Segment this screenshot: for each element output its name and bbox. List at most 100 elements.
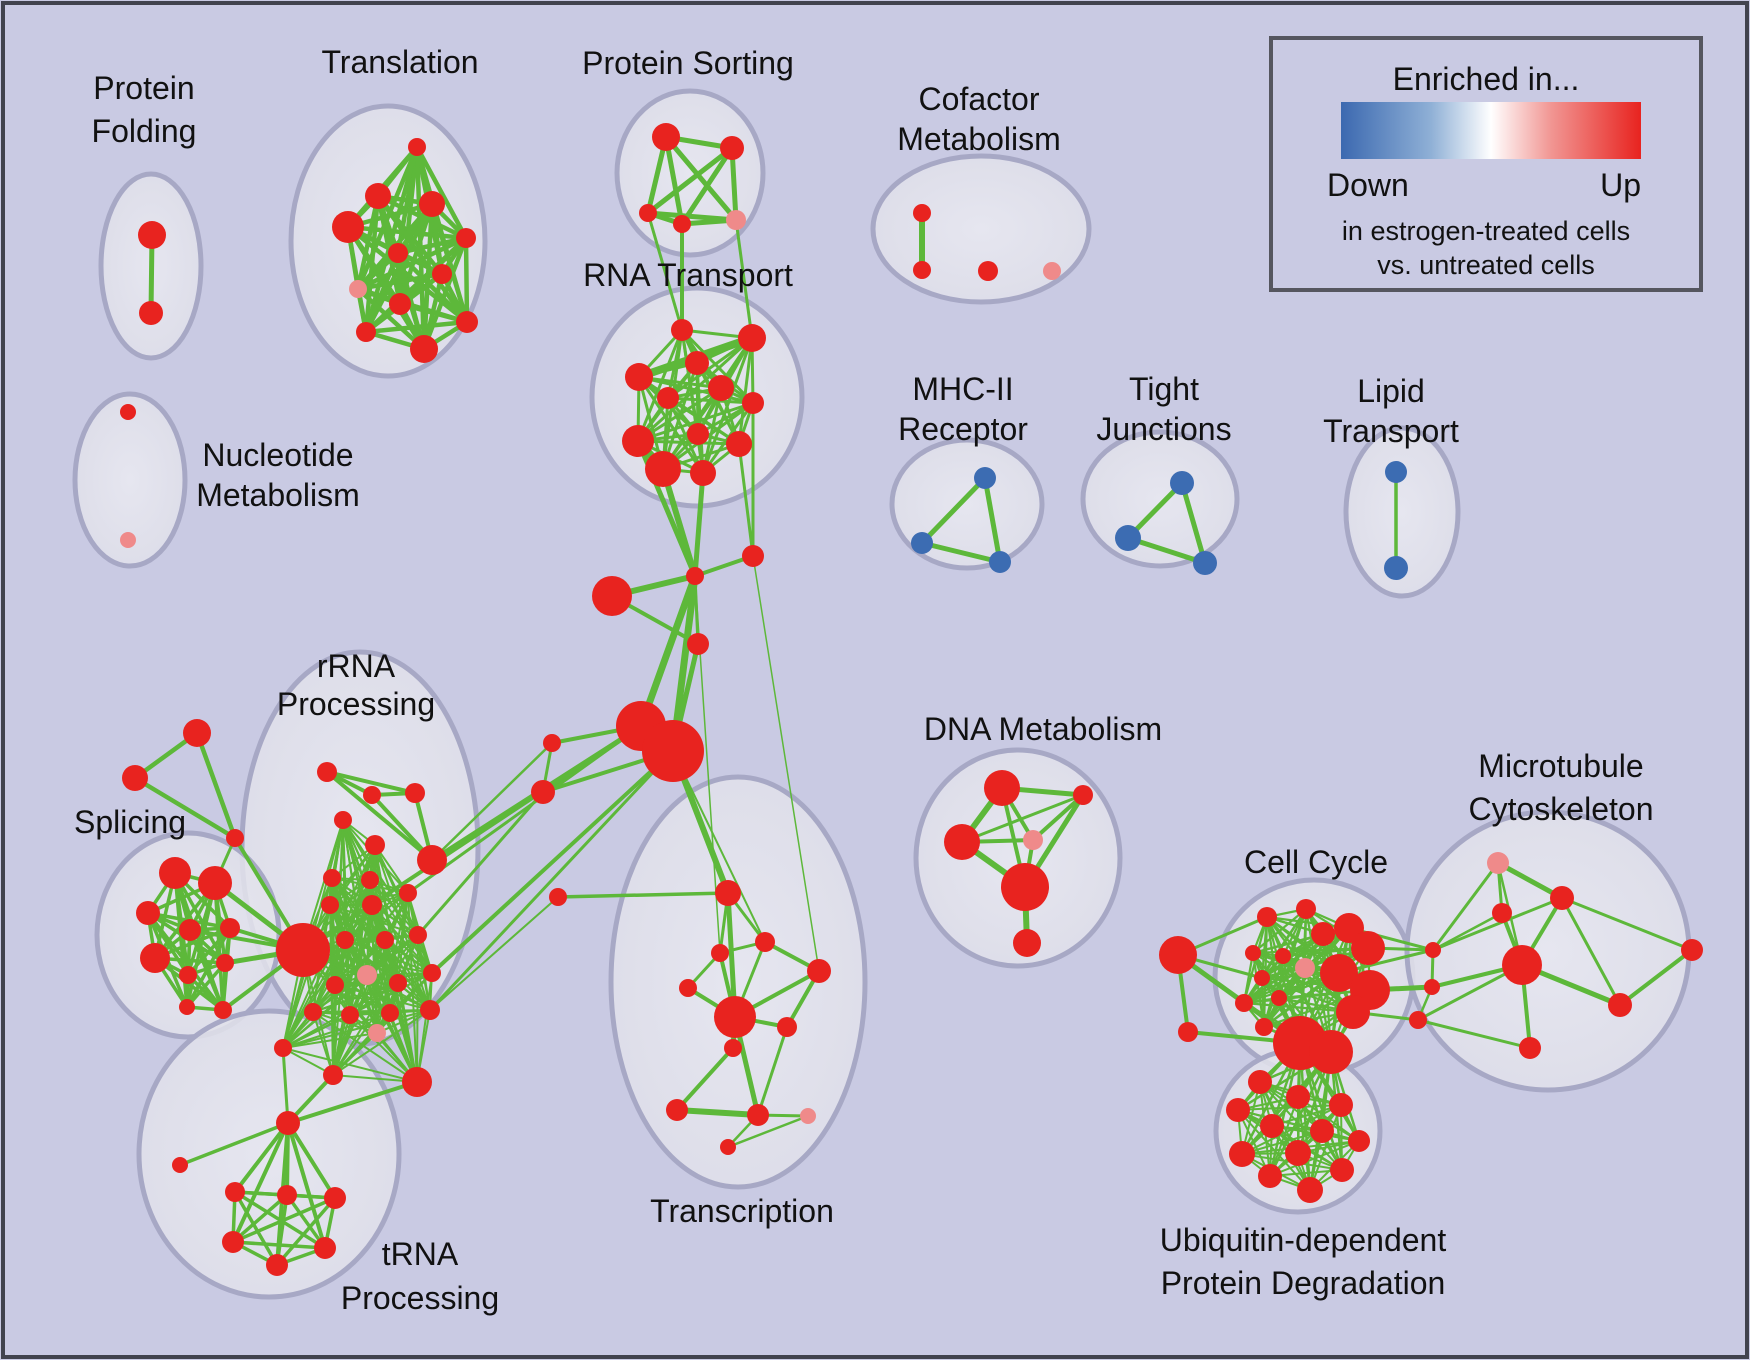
node-X3 bbox=[711, 944, 729, 962]
node-R2 bbox=[738, 324, 766, 352]
node-R11 bbox=[645, 451, 681, 487]
node-CC13 bbox=[1336, 995, 1370, 1029]
node-X6 bbox=[777, 1017, 797, 1037]
edge bbox=[349, 1014, 418, 1083]
node-T12 bbox=[356, 322, 376, 342]
cluster-label-nucleotide-2: Metabolism bbox=[196, 477, 360, 513]
edge bbox=[1241, 1130, 1323, 1155]
cluster-label-protein_folding-2: Folding bbox=[92, 113, 197, 149]
node-RR10 bbox=[362, 895, 382, 915]
edge bbox=[282, 1012, 391, 1049]
node-RR20 bbox=[381, 1004, 399, 1022]
node-M6 bbox=[1608, 993, 1632, 1017]
node-T6 bbox=[388, 243, 408, 263]
edge bbox=[395, 250, 470, 325]
edge bbox=[752, 555, 820, 972]
cluster-label-lipid-1: Lipid bbox=[1357, 373, 1425, 409]
edge bbox=[231, 1193, 289, 1244]
edge bbox=[366, 974, 418, 1083]
cluster-lipid bbox=[1343, 425, 1461, 599]
edge bbox=[132, 775, 238, 841]
edge bbox=[1416, 1018, 1532, 1050]
node-X4 bbox=[807, 959, 831, 983]
node-M1 bbox=[1487, 852, 1509, 874]
node-S1 bbox=[183, 719, 211, 747]
node-CC2 bbox=[1296, 899, 1316, 919]
legend-title: Enriched in... bbox=[1393, 61, 1580, 97]
node-T4 bbox=[332, 211, 364, 243]
node-SP8 bbox=[216, 954, 234, 972]
cluster-label-protein_sorting: Protein Sorting bbox=[582, 45, 794, 81]
node-T5 bbox=[456, 228, 476, 248]
node-CF4 bbox=[1043, 262, 1061, 280]
node-RR8 bbox=[361, 871, 379, 889]
edge bbox=[430, 741, 554, 862]
node-R6 bbox=[657, 387, 679, 409]
edge bbox=[281, 1046, 290, 1125]
node-CF2 bbox=[913, 261, 931, 279]
node-U12 bbox=[1297, 1177, 1323, 1203]
cluster-label-ubiquitin-1: Ubiquitin-dependent bbox=[1160, 1222, 1447, 1258]
node-TJ1 bbox=[1170, 471, 1194, 495]
edge bbox=[1618, 948, 1694, 1007]
node-S3 bbox=[226, 829, 244, 847]
node-CC9 bbox=[1235, 994, 1253, 1012]
cluster-label-nucleotide-1: Nucleotide bbox=[202, 437, 353, 473]
node-U7 bbox=[1348, 1130, 1370, 1152]
node-D1 bbox=[984, 770, 1020, 806]
cluster-label-tight-1: Tight bbox=[1129, 371, 1199, 407]
node-PS3 bbox=[639, 204, 657, 222]
node-R4 bbox=[625, 363, 653, 391]
node-RR5 bbox=[334, 811, 352, 829]
cluster-microtubule bbox=[1404, 809, 1692, 1093]
node-TRr5 bbox=[314, 1237, 336, 1259]
edge bbox=[282, 939, 346, 1049]
edge bbox=[1031, 793, 1085, 842]
node-X10 bbox=[800, 1108, 816, 1124]
edge bbox=[1431, 896, 1564, 952]
edge bbox=[692, 470, 706, 579]
cluster-label-dna: DNA Metabolism bbox=[924, 711, 1162, 747]
node-D2 bbox=[1073, 785, 1093, 805]
edge bbox=[332, 1032, 378, 1076]
cluster-label-trna-2: Processing bbox=[341, 1280, 499, 1316]
edge bbox=[363, 250, 401, 335]
node-PF2 bbox=[139, 301, 163, 325]
node-R7 bbox=[742, 392, 764, 414]
node-S2 bbox=[122, 765, 148, 791]
legend-up-label: Up bbox=[1600, 167, 1641, 203]
node-T2 bbox=[365, 183, 391, 209]
edge bbox=[666, 396, 741, 446]
edge bbox=[332, 1014, 351, 1076]
node-RR11 bbox=[399, 884, 417, 902]
node-U9 bbox=[1285, 1140, 1311, 1166]
edge bbox=[982, 475, 1003, 565]
cluster-label-rna_transport: RNA Transport bbox=[583, 257, 793, 293]
edge bbox=[429, 896, 559, 1011]
node-U4 bbox=[1226, 1098, 1250, 1122]
edge bbox=[416, 934, 419, 1083]
node-CCH2 bbox=[1309, 1030, 1353, 1074]
node-RR7 bbox=[323, 869, 341, 887]
edge bbox=[1431, 911, 1504, 952]
edge bbox=[397, 301, 470, 325]
node-X7 bbox=[724, 1039, 742, 1057]
cluster-label-protein_folding-1: Protein bbox=[93, 70, 194, 106]
node-N1 bbox=[120, 404, 136, 420]
node-TRr4 bbox=[222, 1231, 244, 1253]
legend-subline-1: in estrogen-treated cells bbox=[1342, 216, 1630, 246]
node-T1 bbox=[408, 138, 426, 156]
edge bbox=[680, 328, 755, 405]
edge bbox=[430, 749, 675, 975]
edge bbox=[282, 1009, 431, 1049]
node-C8 bbox=[531, 780, 555, 804]
edge bbox=[737, 336, 754, 446]
cluster-label-mhc-2: Receptor bbox=[898, 411, 1028, 447]
node-RR4 bbox=[417, 845, 447, 875]
edge bbox=[275, 1196, 337, 1267]
edge bbox=[395, 235, 469, 256]
edge bbox=[1268, 1050, 1333, 1178]
edge bbox=[282, 982, 399, 1049]
node-X9 bbox=[747, 1104, 769, 1126]
